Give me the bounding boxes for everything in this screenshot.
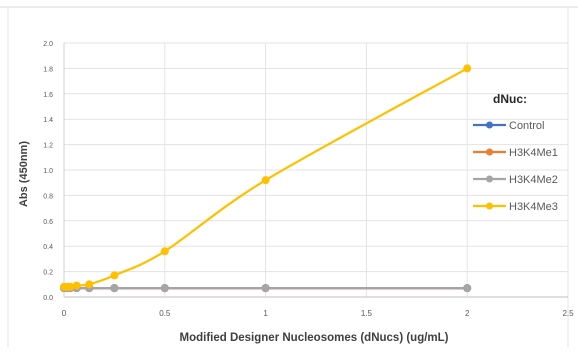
legend-label: H3K4Me3 [509,201,558,213]
data-point [85,280,94,289]
axes [63,43,568,298]
legend-swatch-marker [486,121,493,129]
y-tick-label: 1.0 [43,168,53,175]
y-tick-label: 1.6 [43,92,53,99]
data-point [261,176,270,185]
data-point [72,281,81,290]
legend-label: Control [509,120,544,132]
data-point [66,282,75,291]
series-group [60,64,472,293]
data-point [160,247,169,256]
y-tick-label: 0.0 [43,295,53,302]
legend: dNuc: Control H3K4Me1 H3K4Me2 H3K4Me3 [473,92,558,213]
series-h3k4me3 [60,64,472,291]
y-tick-label: 0.2 [43,270,53,277]
tick-labels: 0.0 0.2 0.4 0.6 0.8 1.0 1.2 1.4 1.6 1.8 2.0 0 0.5 1 1.… [43,41,574,318]
legend-swatch-marker [486,148,493,156]
y-tick-label: 1.2 [43,143,53,150]
y-axis-label: Abs (450nm) [18,141,30,207]
x-tick-label: 0 [62,309,67,318]
x-tick-label: 1 [263,309,268,318]
x-tick-label: 2 [465,309,470,318]
legend-label: H3K4Me2 [509,174,558,186]
legend-label: H3K4Me1 [509,147,558,159]
legend-swatch-marker [486,175,493,183]
y-tick-label: 1.4 [43,117,53,124]
data-point [463,64,472,73]
y-tick-label: 0.6 [43,219,53,226]
data-point [110,271,119,280]
data-point [160,284,169,293]
data-point [463,284,472,293]
y-tick-label: 2.0 [43,41,53,48]
data-point [261,284,270,293]
x-tick-label: 0.5 [159,309,171,318]
data-point [110,284,119,293]
y-tick-label: 0.8 [43,193,53,200]
x-axis-label: Modified Designer Nucleosomes (dNucs) (u… [180,332,449,344]
x-tick-label: 2.5 [562,309,574,318]
x-tick-label: 1.5 [361,309,373,318]
legend-title: dNuc: [493,92,527,106]
y-tick-label: 1.8 [43,66,53,73]
y-tick-label: 0.4 [43,244,53,251]
legend-swatch-marker [486,202,493,210]
